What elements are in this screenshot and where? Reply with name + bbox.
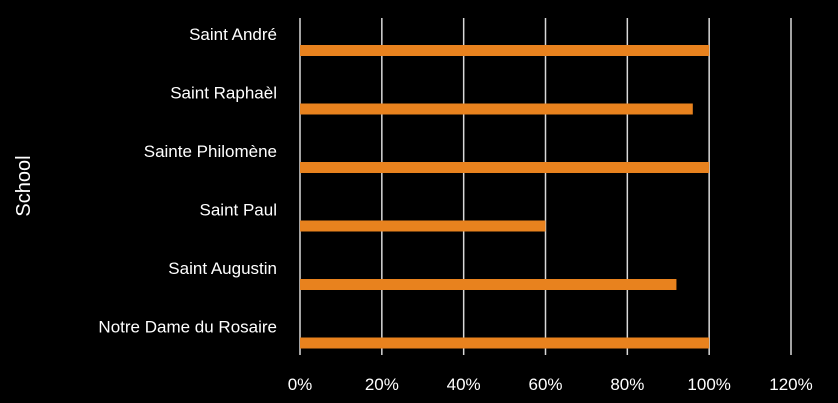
- category-label: Notre Dame du Rosaire: [98, 318, 277, 337]
- x-tick-label: 60%: [528, 375, 562, 394]
- bar: [300, 45, 710, 56]
- gridlines: [299, 18, 792, 355]
- bar: [300, 279, 677, 290]
- category-label: Saint Augustin: [168, 259, 277, 278]
- y-axis-title: School: [13, 155, 35, 216]
- x-tick-label: 40%: [447, 375, 481, 394]
- bar: [300, 337, 710, 349]
- x-tick-label: 20%: [365, 375, 399, 394]
- x-tick-labels: 0% 20% 40% 60% 80% 100% 120%: [288, 375, 813, 394]
- x-tick-label: 80%: [610, 375, 644, 394]
- bar: [300, 220, 546, 232]
- category-label: Saint André: [189, 25, 277, 44]
- category-label: Saint Raphaèl: [170, 84, 277, 103]
- bar: [300, 103, 693, 115]
- x-tick-label: 100%: [687, 375, 730, 394]
- category-labels: Saint André Saint Raphaèl Sainte Philomène…: [98, 25, 277, 337]
- category-label: Saint Paul: [200, 201, 278, 220]
- bars: [300, 45, 710, 349]
- x-tick-label: 0%: [288, 375, 313, 394]
- x-tick-label: 120%: [769, 375, 812, 394]
- category-label: Sainte Philomène: [144, 142, 277, 161]
- bar: [300, 162, 710, 173]
